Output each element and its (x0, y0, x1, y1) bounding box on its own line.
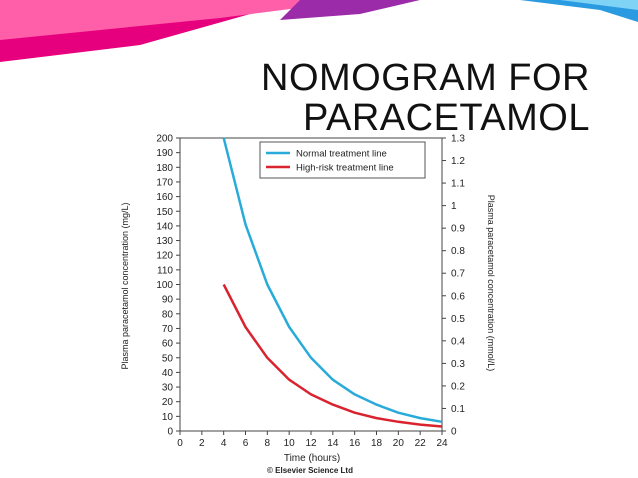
y-right-tick-label: 0.9 (451, 224, 465, 235)
x-tick-label: 12 (305, 438, 317, 449)
x-tick-label: 16 (349, 438, 361, 449)
left-axis-ticks: 0 10 20 30 40 50 60 70 80 90 100 110 120 130 140 150 160… (156, 134, 180, 438)
y-right-tick-label: 0.1 (451, 404, 465, 415)
y-tick-label: 190 (156, 148, 173, 159)
legend-box (259, 141, 426, 179)
normal-treatment-line (222, 137, 443, 424)
y-right-tick-label: 0.6 (451, 291, 465, 302)
banner-band-light-blue (560, 0, 638, 10)
y-right-tick-label: 0.3 (451, 359, 465, 370)
x-tick-label: 0 (177, 438, 183, 449)
banner-band-purple (280, 0, 420, 20)
legend: Normal treatment line High-risk treatment… (259, 141, 426, 179)
slide-title-line-1: NOMOGRAM FOR (261, 57, 590, 99)
x-tick-label: 4 (221, 438, 227, 449)
y-tick-label: 80 (162, 309, 174, 320)
y-tick-label: 30 (162, 383, 174, 394)
legend-label: High-risk treatment line (296, 163, 394, 174)
y-axis-label-left: Plasma paracetamol concentration (mg/L) (120, 202, 130, 369)
y-tick-label: 20 (162, 397, 174, 408)
x-axis-ticks: 0 2 4 6 8 10 12 14 16 18 20 22 24 (177, 431, 448, 449)
plot-frame (179, 137, 443, 432)
banner-band-pink (0, 0, 360, 40)
y-tick-label: 200 (156, 134, 173, 145)
x-tick-label: 22 (415, 438, 427, 449)
x-tick-label: 20 (393, 438, 405, 449)
y-tick-label: 40 (162, 368, 174, 379)
y-tick-label: 120 (156, 251, 173, 262)
x-axis-label: Time (hours) (284, 453, 340, 464)
y-right-tick-label: 0.7 (451, 269, 465, 280)
y-tick-label: 160 (156, 192, 173, 203)
y-right-tick-label: 0.2 (451, 381, 465, 392)
y-tick-label: 150 (156, 207, 173, 218)
y-tick-label: 100 (156, 280, 173, 291)
right-axis-ticks: 0 0.1 0.2 0.3 0.4 0.5 0.6 0.7 0.8 0.9 1 1.1 1.2 1.3 (442, 134, 465, 438)
y-right-tick-label: 0 (451, 427, 457, 438)
legend-label: Normal treatment line (296, 149, 387, 160)
x-tick-label: 8 (265, 438, 271, 449)
x-tick-label: 10 (284, 438, 296, 449)
decorative-banner (0, 0, 638, 62)
nomogram-chart: 0102030405060708090100110120130140150160… (120, 134, 496, 476)
x-tick-label: 14 (327, 438, 339, 449)
y-tick-label: 0 (167, 427, 173, 438)
y-tick-label: 50 (162, 353, 174, 364)
y-tick-label: 70 (162, 324, 174, 335)
y-tick-label: 130 (156, 236, 173, 247)
y-right-tick-label: 1 (451, 201, 457, 212)
high-risk-treatment-line (222, 283, 443, 428)
y-tick-label: 90 (162, 295, 174, 306)
y-right-tick-label: 1.3 (451, 134, 465, 145)
y-right-tick-label: 0.5 (451, 314, 465, 325)
copyright-credit: © Elsevier Science Ltd (267, 466, 353, 475)
x-tick-label: 2 (199, 438, 205, 449)
y-right-tick-label: 1.1 (451, 179, 465, 190)
y-tick-label: 140 (156, 221, 173, 232)
y-tick-label: 110 (157, 265, 173, 276)
y-right-tick-label: 0.8 (451, 246, 465, 257)
x-tick-label: 18 (371, 438, 383, 449)
y-right-tick-label: 1.2 (451, 156, 465, 167)
y-right-tick-label: 0.4 (451, 336, 465, 347)
series-lines (222, 137, 443, 428)
y-tick-label: 170 (156, 177, 173, 188)
y-tick-label: 180 (156, 163, 173, 174)
y-tick-label: 10 (162, 412, 174, 423)
x-tick-label: 6 (243, 438, 249, 449)
slide-title-line-2: PARACETAMOL (302, 97, 590, 139)
plot-area (179, 137, 443, 432)
y-tick-label: 60 (162, 339, 174, 350)
x-tick-label: 24 (436, 438, 448, 449)
y-axis-label-right: Plasma paracetamol concentration (mmol/L… (486, 195, 496, 372)
slide-title: NOMOGRAM FOR PARACETAMOL (170, 58, 590, 138)
